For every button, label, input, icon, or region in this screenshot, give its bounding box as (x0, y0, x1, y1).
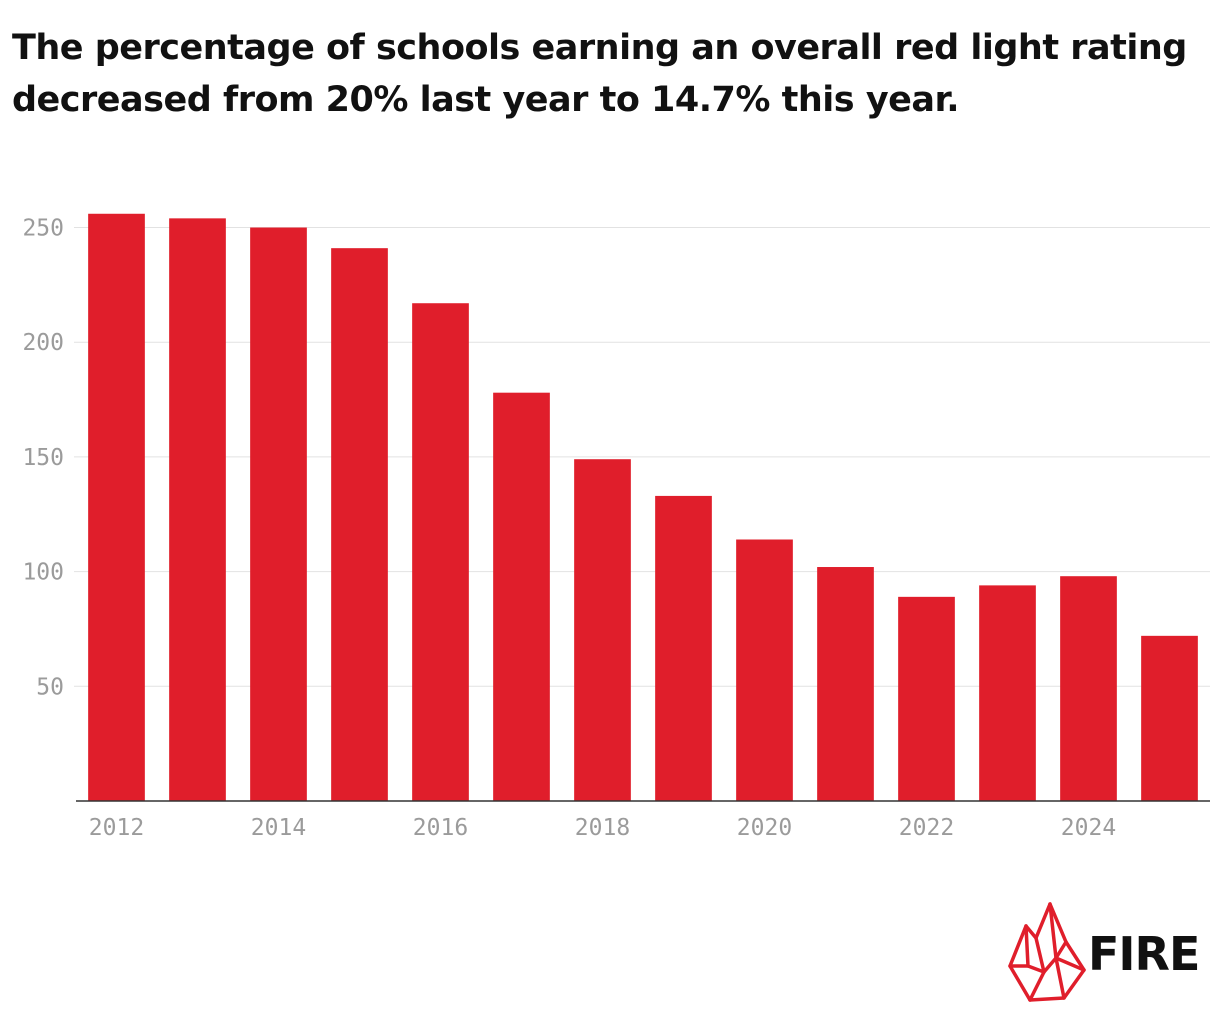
bars (88, 213, 1198, 802)
y-tick-label: 250 (22, 216, 64, 242)
x-tick-label: 2012 (89, 815, 144, 841)
x-axis-ticks: 2012 2014 2016 2018 2020 2022 2024 (89, 815, 1116, 841)
bar-2015 (331, 248, 388, 801)
x-tick-label: 2014 (251, 815, 306, 841)
y-tick-label: 100 (22, 560, 64, 586)
x-tick-label: 2016 (413, 815, 468, 841)
y-tick-label: 150 (22, 445, 64, 471)
y-axis-ticks: 50 100 150 200 250 (22, 216, 64, 701)
bar-2020 (736, 539, 793, 801)
bar-2023 (979, 585, 1036, 801)
gridlines (74, 227, 1210, 687)
bar-2025 (1141, 635, 1198, 801)
flame-crystal-icon (1008, 902, 1086, 1002)
bar-2024 (1060, 576, 1117, 801)
bar-2018 (574, 459, 631, 801)
y-tick-label: 200 (22, 330, 64, 356)
x-tick-label: 2022 (899, 815, 954, 841)
x-tick-label: 2024 (1061, 815, 1116, 841)
bar-2014 (250, 227, 307, 801)
chart-title: The percentage of schools earning an ove… (12, 28, 1187, 120)
y-tick-label: 50 (36, 674, 64, 700)
bar-2017 (493, 392, 550, 801)
bar-2013 (169, 218, 226, 802)
bar-2019 (655, 495, 712, 801)
bar-2022 (898, 596, 955, 801)
bar-2016 (412, 303, 469, 801)
fire-logo: FIRE (1006, 900, 1216, 1004)
x-tick-label: 2020 (737, 815, 792, 841)
bar-2012 (88, 213, 145, 801)
x-tick-label: 2018 (575, 815, 630, 841)
bar-2021 (817, 567, 874, 801)
logo-wordmark: FIRE (1088, 927, 1200, 981)
